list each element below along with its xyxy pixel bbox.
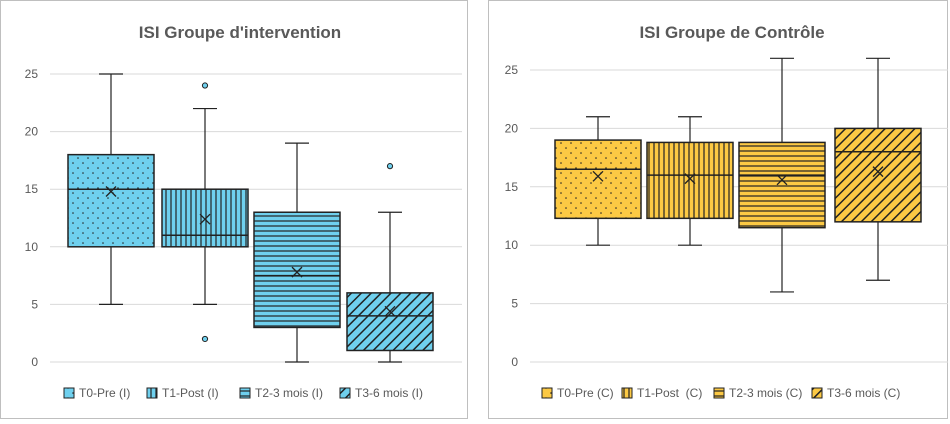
- legend-item: T3-6 mois (I): [339, 386, 423, 400]
- mean-marker: [684, 173, 696, 185]
- legend-item: T2-3 mois (C): [713, 386, 802, 400]
- legend-swatch: [146, 387, 158, 399]
- iqr-box: [738, 141, 826, 229]
- y-tick-label: 10: [25, 240, 39, 254]
- box-4: [834, 57, 922, 281]
- control-box-chart: ISI Groupe de Contrôle 0 5 10 15 20 25 T0-Pre …: [488, 0, 948, 419]
- legend-label: T2-3 mois (C): [729, 386, 802, 400]
- box-1: [67, 73, 155, 305]
- outlier-point: [201, 335, 209, 343]
- box-2: [646, 116, 734, 246]
- control-chart-panel: ISI Groupe de Contrôle 0 5 10 15 20 25 T0-Pre …: [488, 0, 950, 419]
- legend-swatch: [63, 387, 75, 399]
- iqr-box: [67, 153, 155, 248]
- y-tick-label: 15: [505, 180, 519, 194]
- box-1: [554, 116, 642, 246]
- legend-item: T1-Post (C): [621, 386, 702, 400]
- legend-label: T3-6 mois (C): [827, 386, 900, 400]
- iqr-box: [834, 127, 922, 223]
- box-3: [738, 57, 826, 293]
- chart-title: ISI Groupe de Contrôle: [639, 23, 824, 42]
- outlier-point: [386, 163, 394, 170]
- mean-marker: [384, 305, 396, 317]
- box-4: [346, 163, 434, 363]
- y-tick-label: 10: [505, 238, 519, 252]
- y-tick-label: 15: [25, 182, 39, 196]
- y-tick-label: 0: [511, 355, 518, 369]
- y-tick-label: 20: [25, 125, 39, 139]
- legend-item: T2-3 mois (I): [239, 386, 323, 400]
- iqr-box: [346, 292, 434, 352]
- legend-label: T3-6 mois (I): [355, 386, 423, 400]
- mean-marker: [105, 186, 117, 197]
- chart-title: ISI Groupe d'intervention: [139, 23, 341, 42]
- legend-item: T1-Post (I): [146, 386, 219, 400]
- iqr-box: [554, 139, 642, 220]
- legend-swatch: [621, 387, 633, 399]
- y-tick-label: 5: [511, 297, 518, 311]
- iqr-box: [161, 188, 249, 248]
- y-tick-label: 5: [31, 297, 38, 311]
- iqr-box: [253, 211, 341, 329]
- y-tick-label: 25: [25, 67, 39, 81]
- legend-label: T0-Pre (C): [557, 386, 614, 400]
- panel-divider: [478, 0, 486, 419]
- legend-swatch: [811, 387, 823, 399]
- legend-swatch: [239, 387, 251, 399]
- y-tick-label: 0: [31, 355, 38, 369]
- y-tick-label: 20: [505, 121, 519, 135]
- legend-item: T0-Pre (I): [63, 386, 130, 400]
- outlier-point: [201, 82, 209, 89]
- iqr-box: [646, 141, 734, 220]
- legend-item: T0-Pre (C): [541, 386, 614, 400]
- mean-marker: [291, 266, 303, 278]
- legend-swatch: [541, 387, 553, 399]
- legend-label: T1-Post (I): [162, 386, 219, 400]
- box-3: [253, 142, 341, 363]
- intervention-chart-panel: ISI Groupe d'intervention 0 5 10 15 20 25 T0-P…: [0, 0, 470, 419]
- legend-item: T3-6 mois (C): [811, 386, 900, 400]
- intervention-box-chart: ISI Groupe d'intervention 0 5 10 15 20 25 T0-P…: [0, 0, 468, 419]
- legend-label: T0-Pre (I): [79, 386, 130, 400]
- legend-label: T2-3 mois (I): [255, 386, 323, 400]
- mean-marker: [872, 166, 884, 178]
- legend-label: T1-Post (C): [637, 386, 702, 400]
- legend-swatch: [339, 387, 351, 399]
- y-tick-label: 25: [505, 63, 519, 77]
- mean-marker: [199, 213, 211, 225]
- legend-swatch: [713, 387, 725, 399]
- mean-marker: [592, 170, 604, 182]
- box-2: [161, 82, 249, 343]
- mean-marker: [776, 174, 788, 186]
